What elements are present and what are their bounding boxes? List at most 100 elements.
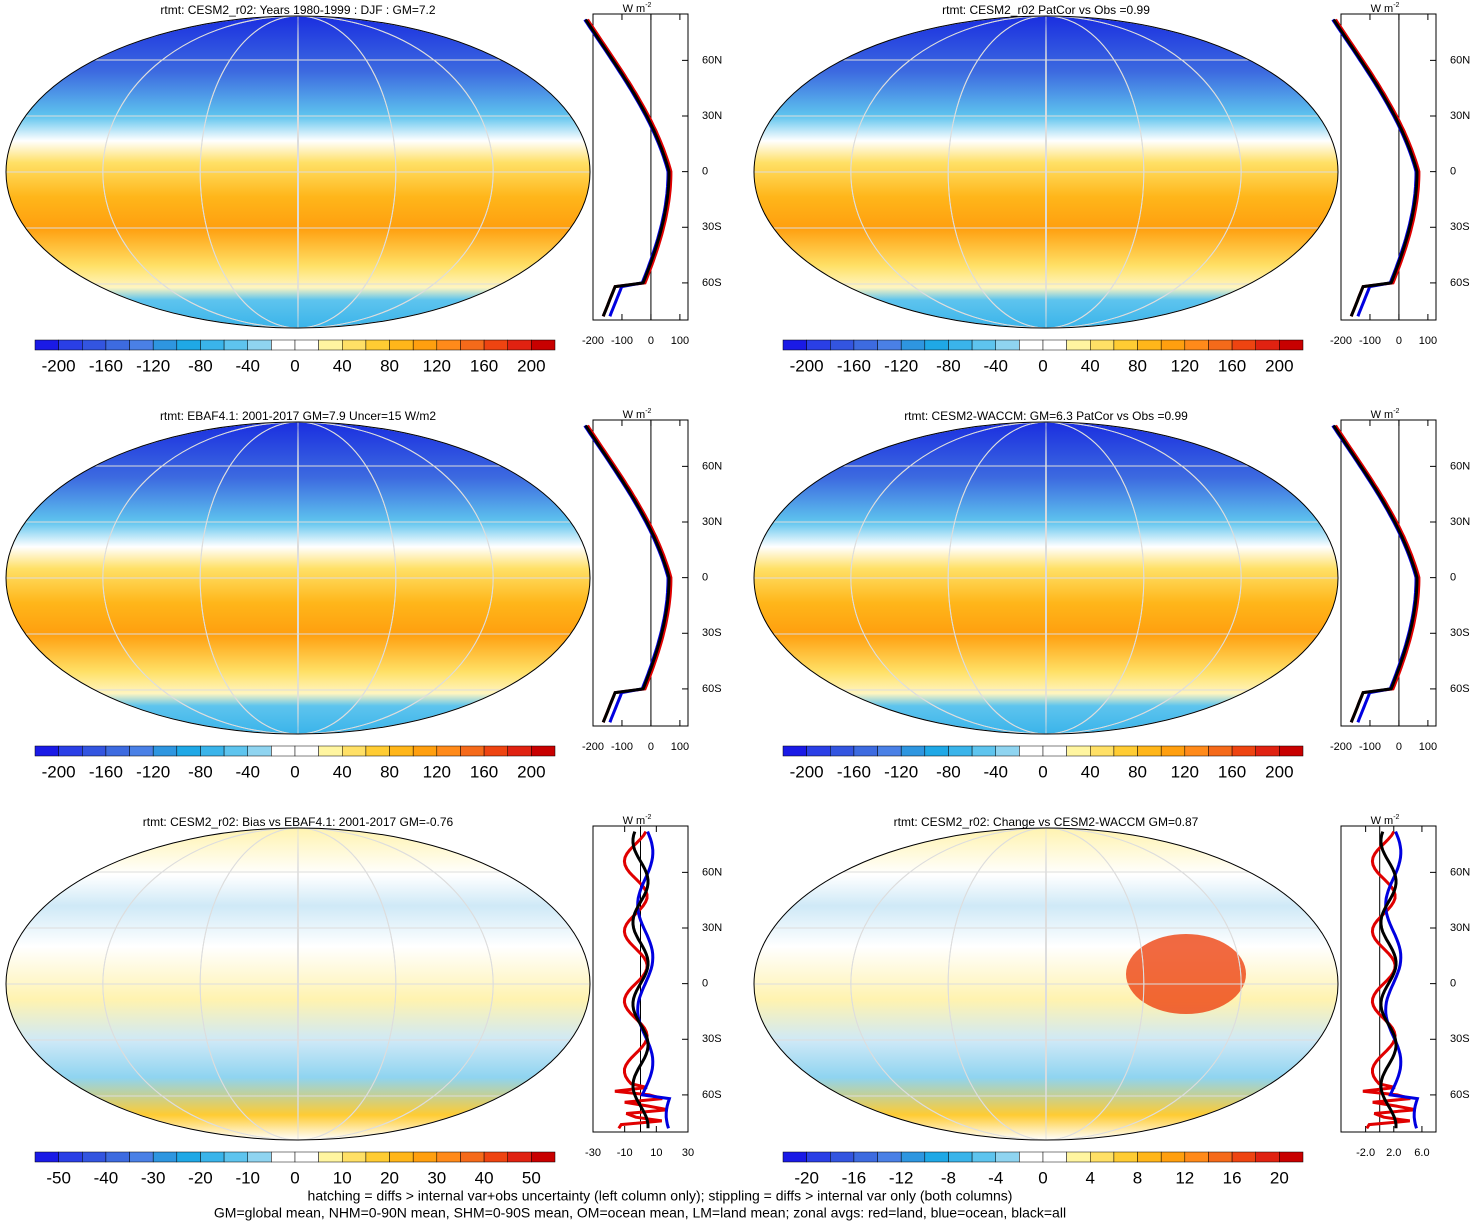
colorbar-box xyxy=(971,339,996,351)
colorbar-box xyxy=(1113,745,1138,757)
colorbar-box xyxy=(1255,1151,1280,1163)
colorbar-label: 160 xyxy=(470,356,498,375)
colorbar-box xyxy=(1208,745,1233,757)
colorbar-label: -12 xyxy=(889,1168,914,1187)
colorbar-label: -120 xyxy=(884,356,918,375)
colorbar-box xyxy=(412,745,438,757)
zonal-curve xyxy=(1379,831,1398,1129)
colorbar-box xyxy=(318,339,343,351)
colorbar-box xyxy=(436,745,461,757)
x-tick-label: -2.0 xyxy=(1356,1147,1375,1159)
x-tick-label: 0 xyxy=(1396,741,1402,753)
colorbar-box xyxy=(176,1151,201,1163)
colorbar-box xyxy=(460,1151,485,1163)
colorbar-box xyxy=(900,1151,926,1163)
map xyxy=(754,828,1338,1140)
map-border xyxy=(753,15,1339,329)
colorbar-box xyxy=(342,339,367,351)
colorbar-label: 120 xyxy=(1171,356,1199,375)
panel: rtmt: CESM2_r02 PatCor vs Obs =0.99 -200 -… xyxy=(753,2,1470,375)
zonal-curve xyxy=(636,831,672,1129)
x-tick-label: 0 xyxy=(648,741,654,753)
x-tick-label: 6.0 xyxy=(1414,1147,1429,1159)
colorbar-box xyxy=(412,339,438,351)
y-tick-label: 30S xyxy=(702,1033,722,1045)
map-border xyxy=(5,421,591,735)
colorbar-label: 80 xyxy=(380,356,399,375)
colorbar-label: 16 xyxy=(1223,1168,1242,1187)
panel: rtmt: CESM2_r02: Change vs CESM2-WACCM G… xyxy=(753,814,1470,1187)
colorbar-box xyxy=(152,339,178,351)
colorbar-box xyxy=(223,1151,248,1163)
colorbar-label: -80 xyxy=(936,356,961,375)
colorbar-box xyxy=(1255,745,1280,757)
colorbar-box xyxy=(1279,745,1304,757)
colorbar-label: 200 xyxy=(517,356,545,375)
colorbar-label: 200 xyxy=(1265,356,1293,375)
colorbar-label: 80 xyxy=(1128,356,1147,375)
y-tick-label: 30S xyxy=(702,221,722,233)
map xyxy=(6,16,590,328)
colorbar-box xyxy=(342,1151,367,1163)
unit-exponent: -2 xyxy=(1393,2,1399,9)
colorbar-label: -30 xyxy=(141,1168,166,1187)
colorbar-box xyxy=(129,745,154,757)
map-border xyxy=(753,421,1339,735)
x-tick-label: 100 xyxy=(671,741,689,753)
colorbar-box xyxy=(200,339,225,351)
colorbar-box xyxy=(176,339,201,351)
y-tick-label: 60N xyxy=(1450,460,1470,472)
colorbar-box xyxy=(971,1151,996,1163)
colorbar-box xyxy=(782,745,807,757)
colorbar-label: -160 xyxy=(89,356,123,375)
colorbar-label: 80 xyxy=(1128,762,1147,781)
unit-exponent: -2 xyxy=(1393,814,1399,821)
zonal-frame xyxy=(1340,419,1437,727)
colorbar-box xyxy=(58,339,83,351)
colorbar-box xyxy=(1231,1151,1256,1163)
colorbar-box xyxy=(531,1151,556,1163)
unit: W m xyxy=(1371,3,1394,15)
unit-exponent: -2 xyxy=(1393,408,1399,415)
colorbar-box xyxy=(294,1151,319,1163)
y-tick-label: 60S xyxy=(702,277,722,289)
colorbar-box xyxy=(507,339,532,351)
y-tick-label: 0 xyxy=(1450,572,1456,584)
colorbar-label: -200 xyxy=(790,356,824,375)
colorbar-box xyxy=(995,339,1020,351)
colorbar-label: -80 xyxy=(188,356,213,375)
colorbar-box xyxy=(223,339,248,351)
colorbar-label: 8 xyxy=(1133,1168,1142,1187)
unit-label: W m-2 xyxy=(1371,814,1400,827)
y-tick-label: 60S xyxy=(1450,683,1470,695)
colorbar-box xyxy=(58,745,83,757)
colorbar-label: 0 xyxy=(290,762,299,781)
colorbar-box xyxy=(294,745,319,757)
colorbar-box xyxy=(271,745,296,757)
zonal-curve xyxy=(586,18,673,317)
colorbar-box xyxy=(152,1151,178,1163)
colorbar-box xyxy=(877,1151,902,1163)
colorbar-label: 120 xyxy=(423,356,451,375)
colorbar-label: 40 xyxy=(475,1168,494,1187)
x-tick-label: 100 xyxy=(1419,335,1437,347)
colorbar-label: -160 xyxy=(837,762,871,781)
colorbar-label: -50 xyxy=(46,1168,71,1187)
colorbar-box xyxy=(82,339,107,351)
y-tick-label: 60S xyxy=(1450,1089,1470,1101)
colorbar-label: -80 xyxy=(188,762,213,781)
panel-title: rtmt: CESM2_r02 PatCor vs Obs =0.99 xyxy=(942,3,1150,17)
colorbar-box xyxy=(507,1151,532,1163)
colorbar-box xyxy=(1019,745,1044,757)
colorbar-box xyxy=(1184,1151,1209,1163)
colorbar-label: 12 xyxy=(1175,1168,1194,1187)
colorbar-label: 0 xyxy=(1038,1168,1047,1187)
unit: W m xyxy=(1371,409,1394,421)
colorbar-label: -160 xyxy=(89,762,123,781)
unit-exponent: -2 xyxy=(645,408,651,415)
colorbar-box xyxy=(900,339,926,351)
y-tick-label: 30N xyxy=(1450,110,1470,122)
y-tick-label: 60S xyxy=(1450,277,1470,289)
y-tick-label: 60N xyxy=(702,460,722,472)
